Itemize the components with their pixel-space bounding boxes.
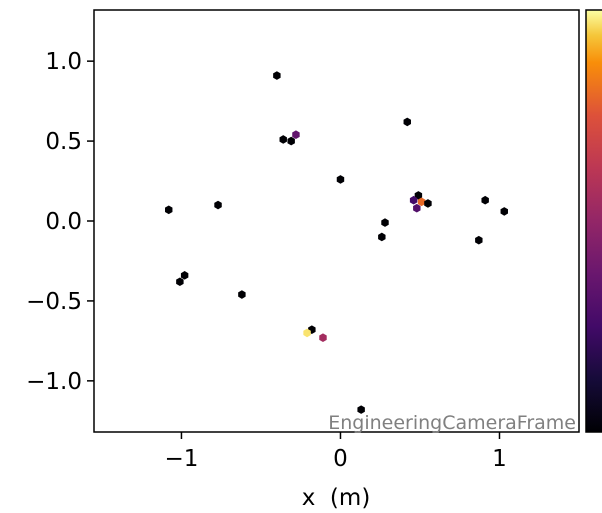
data-point (319, 333, 327, 342)
plot-area (93, 9, 580, 433)
x-axis: −1 0 1 (165, 432, 507, 472)
data-point (176, 277, 184, 287)
data-point (303, 328, 311, 338)
data-point (481, 195, 489, 205)
data-point (409, 195, 418, 205)
data-point (403, 117, 411, 127)
points-layer (165, 71, 508, 414)
y-tick-label: −0.5 (26, 289, 82, 315)
x-tick-label: 0 (333, 446, 348, 472)
data-point (180, 271, 189, 280)
colorbar (585, 9, 602, 433)
x-axis-label: x (m) (302, 485, 371, 511)
data-point (413, 203, 421, 213)
data-point (273, 71, 281, 80)
y-tick-label: 1.0 (45, 49, 82, 75)
y-tick-label: 0.0 (45, 209, 82, 235)
data-point (336, 175, 345, 184)
data-point (475, 235, 483, 245)
data-point (292, 130, 300, 139)
x-tick-label: 1 (492, 446, 507, 472)
data-point (279, 135, 287, 144)
data-point (287, 136, 295, 146)
data-point (214, 200, 222, 210)
x-tick-label: −1 (165, 446, 199, 472)
frame-annotation: EngineeringCameraFrame (328, 412, 576, 434)
data-point (238, 290, 246, 299)
data-point (357, 405, 365, 414)
data-point (417, 197, 426, 207)
y-tick-label: −1.0 (26, 369, 82, 395)
y-tick-label: 0.5 (45, 129, 82, 155)
data-point (500, 207, 508, 216)
y-axis: 1.0 0.5 0.0 −0.5 −1.0 (26, 49, 94, 395)
data-point (378, 232, 386, 242)
data-point (381, 218, 389, 227)
data-point (424, 199, 432, 208)
data-point (414, 191, 423, 200)
data-point (165, 205, 173, 215)
